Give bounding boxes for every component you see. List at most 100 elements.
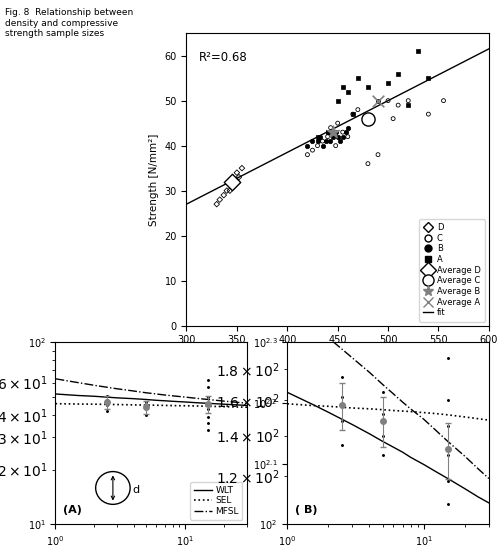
Point bbox=[204, 426, 212, 434]
Point bbox=[424, 110, 432, 119]
Point bbox=[384, 78, 392, 87]
WLT bbox=[234, 401, 240, 408]
Point bbox=[204, 405, 212, 413]
Point bbox=[319, 141, 327, 150]
Point bbox=[324, 128, 332, 136]
WLT bbox=[205, 400, 211, 407]
Point bbox=[339, 128, 347, 136]
Point bbox=[349, 110, 357, 119]
Point bbox=[334, 119, 342, 128]
Point bbox=[334, 132, 342, 141]
Point bbox=[379, 410, 387, 418]
MFSL bbox=[193, 395, 199, 401]
Point bbox=[319, 137, 327, 146]
Point bbox=[444, 476, 452, 485]
Point bbox=[228, 177, 236, 186]
Point bbox=[354, 105, 362, 114]
Point bbox=[142, 403, 150, 412]
MFSL bbox=[52, 375, 58, 382]
Legend: WLT, SEL, MFSL: WLT, SEL, MFSL bbox=[190, 482, 242, 520]
MFSL bbox=[182, 394, 188, 400]
Point bbox=[379, 451, 387, 460]
Point bbox=[231, 177, 239, 186]
SEL bbox=[221, 404, 227, 410]
Point bbox=[316, 132, 324, 141]
SEL bbox=[244, 404, 250, 411]
Point bbox=[204, 418, 212, 427]
MFSL bbox=[244, 400, 250, 406]
Line: WLT: WLT bbox=[55, 394, 247, 405]
Point bbox=[142, 397, 150, 406]
Point bbox=[103, 401, 111, 410]
Point bbox=[414, 47, 422, 56]
WLT bbox=[244, 402, 250, 408]
Point bbox=[444, 422, 452, 431]
Point bbox=[313, 137, 322, 146]
Point bbox=[342, 128, 350, 136]
SEL bbox=[193, 402, 199, 409]
WLT bbox=[52, 391, 58, 397]
WLT bbox=[114, 395, 120, 401]
Point bbox=[374, 96, 382, 105]
Text: Fig. 8  Relationship between
density and compressive
strength sample sizes: Fig. 8 Relationship between density and … bbox=[5, 8, 133, 38]
Point bbox=[313, 141, 322, 150]
WLT bbox=[169, 398, 175, 405]
Point bbox=[326, 137, 334, 146]
WLT bbox=[131, 395, 137, 402]
WLT bbox=[143, 396, 149, 403]
Point bbox=[334, 96, 342, 105]
WLT bbox=[221, 401, 227, 407]
X-axis label: Density [kg/m³]: Density [kg/m³] bbox=[297, 351, 379, 361]
Point bbox=[444, 451, 452, 460]
WLT bbox=[193, 399, 199, 406]
Point bbox=[332, 141, 340, 150]
Point bbox=[384, 96, 392, 105]
Point bbox=[394, 69, 402, 78]
Point bbox=[339, 83, 347, 92]
Point bbox=[404, 100, 412, 109]
Line: MFSL: MFSL bbox=[55, 379, 247, 403]
Point bbox=[322, 137, 330, 146]
Point bbox=[444, 396, 452, 405]
Point bbox=[424, 74, 432, 83]
Point bbox=[379, 388, 387, 397]
Point bbox=[338, 441, 346, 450]
Point bbox=[332, 128, 340, 136]
SEL bbox=[153, 402, 159, 408]
Point bbox=[389, 114, 397, 123]
MFSL bbox=[143, 390, 149, 396]
SEL bbox=[114, 401, 120, 408]
Point bbox=[308, 137, 317, 146]
Point bbox=[444, 500, 452, 508]
Point bbox=[364, 83, 372, 92]
MFSL bbox=[131, 388, 137, 394]
WLT bbox=[182, 399, 188, 405]
Point bbox=[204, 383, 212, 391]
SEL bbox=[169, 402, 175, 409]
Point bbox=[204, 399, 212, 408]
Point bbox=[324, 128, 332, 136]
Point bbox=[349, 110, 357, 119]
Point bbox=[338, 417, 346, 426]
Point bbox=[233, 168, 241, 177]
Point bbox=[103, 396, 111, 405]
SEL bbox=[205, 403, 211, 410]
MFSL bbox=[153, 391, 159, 397]
Point bbox=[223, 186, 231, 195]
Text: d: d bbox=[132, 485, 139, 495]
Point bbox=[344, 132, 352, 141]
Point bbox=[364, 114, 372, 123]
Point bbox=[364, 159, 372, 168]
Text: (A): (A) bbox=[63, 506, 82, 516]
Point bbox=[308, 146, 317, 155]
WLT bbox=[162, 397, 168, 404]
Legend: D, C, B, A, Average D, Average C, Average B, Average A, fit: D, C, B, A, Average D, Average C, Averag… bbox=[419, 219, 485, 321]
Line: SEL: SEL bbox=[55, 404, 247, 407]
Point bbox=[329, 128, 337, 136]
Point bbox=[404, 96, 412, 105]
Point bbox=[213, 200, 221, 209]
SEL bbox=[91, 401, 97, 407]
Point bbox=[229, 182, 237, 190]
Point bbox=[313, 132, 322, 141]
MFSL bbox=[91, 382, 97, 389]
